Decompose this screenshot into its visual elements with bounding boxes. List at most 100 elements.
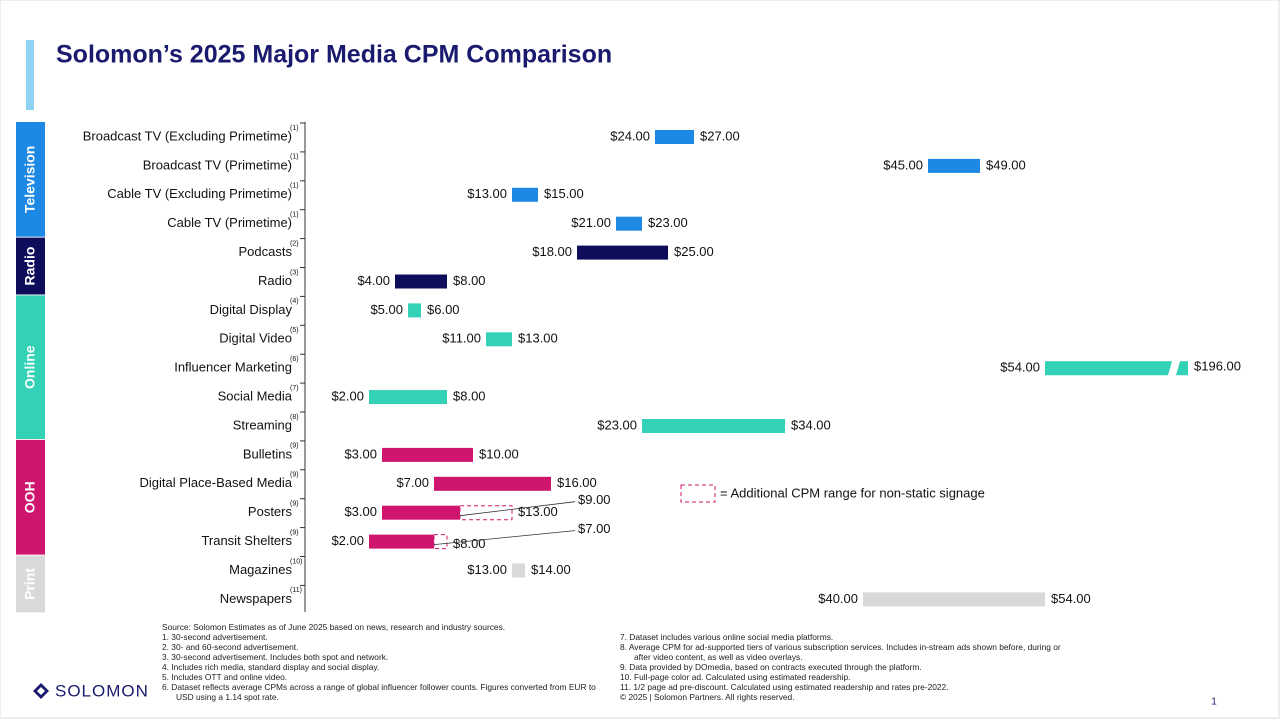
category-label: Newspapers	[220, 591, 293, 606]
category-label: Broadcast TV (Excluding Primetime)	[83, 128, 292, 143]
footnote-ref: (3)	[290, 269, 299, 276]
category-label: Digital Place-Based Media	[140, 475, 293, 490]
legend-swatch	[680, 484, 716, 503]
high-label: $14.00	[531, 562, 571, 577]
low-label: $21.00	[571, 215, 611, 230]
footnote-ref: (2)	[290, 240, 299, 247]
leader-line	[433, 530, 576, 545]
bar	[369, 534, 434, 549]
bar	[408, 303, 421, 318]
group-band	[16, 295, 45, 439]
additional-high-label: $13.00	[518, 504, 558, 519]
category-label: Radio	[258, 273, 292, 288]
group-band	[16, 555, 45, 613]
footnote-ref: (4)	[290, 298, 299, 305]
footnote: © 2025 | Solomon Partners. All rights re…	[620, 692, 795, 702]
category-label: Magazines	[229, 562, 292, 577]
additional-range	[433, 534, 448, 550]
low-label: $3.00	[344, 504, 377, 519]
logo: SOLOMON	[55, 681, 149, 700]
low-label: $4.00	[357, 273, 390, 288]
category-label: Transit Shelters	[201, 533, 292, 548]
leader-line	[459, 501, 576, 517]
low-label: $7.00	[396, 475, 429, 490]
footnote-ref: (9)	[290, 443, 299, 450]
low-label: $23.00	[597, 417, 637, 432]
group-band	[16, 122, 45, 237]
low-label: $3.00	[344, 446, 377, 461]
high-label: $8.00	[453, 389, 486, 404]
low-label: $11.00	[442, 331, 481, 346]
low-label: $18.00	[532, 244, 572, 259]
bar	[616, 216, 642, 231]
category-label: Podcasts	[239, 244, 293, 259]
high-label: $54.00	[1051, 591, 1091, 606]
category-label: Bulletins	[243, 446, 293, 461]
footnote-ref: (10)	[290, 558, 302, 565]
low-label: $2.00	[331, 533, 364, 548]
footnote: 8. Average CPM for ad-supported tiers of…	[620, 642, 1061, 662]
group-label: Online	[22, 345, 38, 389]
bar	[434, 476, 551, 491]
footnotes-left: Source: Solomon Estimates as of June 202…	[162, 622, 612, 702]
low-label: $13.00	[467, 186, 507, 201]
footnote-ref: (1)	[290, 125, 299, 132]
low-label: $24.00	[610, 128, 650, 143]
footnote: 2. 30- and 60-second advertisement.	[162, 642, 299, 652]
bar	[512, 563, 525, 578]
low-label: $40.00	[818, 591, 858, 606]
low-label: $2.00	[331, 389, 364, 404]
high-label: $9.00	[578, 492, 611, 507]
footnote-ref: (9)	[290, 501, 299, 508]
bar	[382, 447, 473, 462]
low-label: $45.00	[883, 157, 923, 172]
footnote: 1. 30-second advertisement.	[162, 632, 268, 642]
low-label: $5.00	[370, 302, 403, 317]
high-label: $10.00	[479, 446, 519, 461]
category-label: Influencer Marketing	[174, 360, 292, 375]
low-label: $13.00	[467, 562, 507, 577]
footnotes-right: 7. Dataset includes various online socia…	[620, 632, 1075, 702]
logo-icon	[33, 683, 49, 699]
high-label: $8.00	[453, 273, 486, 288]
footnote: 9. Data provided by DOmedia, based on co…	[620, 662, 922, 672]
footnote: 3. 30-second advertisement. Includes bot…	[162, 652, 389, 662]
legend-label: = Additional CPM range for non-static si…	[720, 485, 985, 500]
bar	[655, 130, 694, 144]
high-label: $6.00	[427, 302, 460, 317]
bar	[512, 187, 538, 202]
high-label: $13.00	[518, 331, 558, 346]
bar-break	[1176, 361, 1188, 376]
category-label: Digital Video	[219, 331, 292, 346]
high-label: $25.00	[674, 244, 714, 259]
footnote: 11. 1/2 page ad pre-discount. Calculated…	[620, 682, 949, 692]
bar	[1045, 361, 1172, 376]
group-band	[16, 439, 45, 555]
high-label: $196.00	[1194, 359, 1241, 374]
high-label: $34.00	[791, 417, 831, 432]
footnote: 5. Includes OTT and online video.	[162, 672, 288, 682]
footnote-ref: (6)	[290, 356, 299, 363]
group-label: Radio	[22, 247, 38, 286]
high-label: $23.00	[648, 215, 688, 230]
footnote: 7. Dataset includes various online socia…	[620, 632, 834, 642]
page-number: 1	[1211, 697, 1217, 708]
low-label: $54.00	[1000, 360, 1040, 375]
bar	[863, 592, 1045, 607]
additional-range	[459, 505, 513, 521]
footnote-ref: (5)	[290, 327, 299, 334]
group-label: Print	[22, 568, 38, 600]
title-accent	[26, 40, 34, 110]
footnote-ref: (9)	[290, 529, 299, 536]
footnote-ref: (7)	[290, 385, 299, 392]
footnote: 10. Full-page color ad. Calculated using…	[620, 672, 851, 682]
category-label: Streaming	[233, 417, 292, 432]
footnote-ref: (1)	[290, 183, 299, 190]
bar	[642, 419, 785, 433]
bar	[369, 390, 447, 405]
group-label: Television	[22, 146, 38, 213]
footnote: 6. Dataset reflects average CPMs across …	[162, 682, 596, 702]
category-label: Cable TV (Primetime)	[167, 215, 292, 230]
